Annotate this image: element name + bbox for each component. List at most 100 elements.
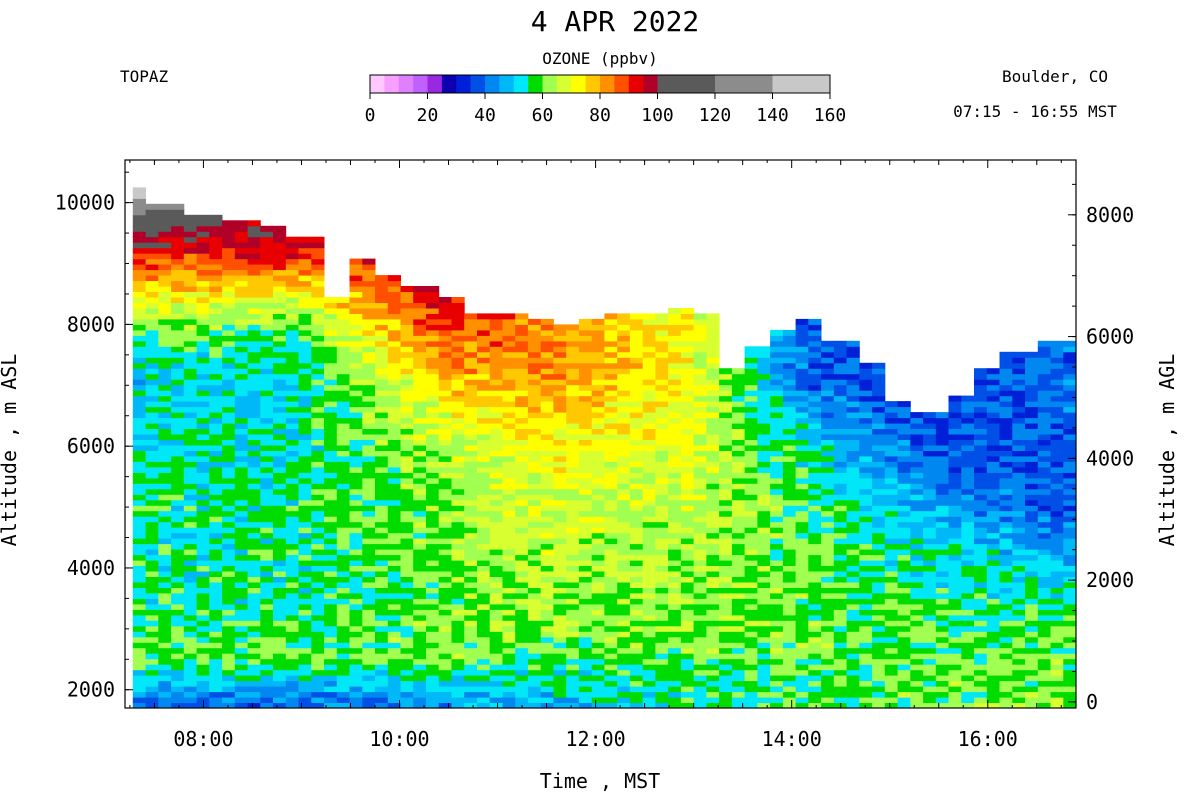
heatmap-cell bbox=[515, 538, 529, 545]
heatmap-cell bbox=[961, 587, 975, 594]
heatmap-cell bbox=[744, 686, 758, 693]
heatmap-cell bbox=[655, 428, 669, 435]
heatmap-cell bbox=[222, 340, 236, 347]
heatmap-cell bbox=[183, 554, 197, 561]
heatmap-cell bbox=[477, 527, 491, 534]
heatmap-cell bbox=[196, 625, 210, 632]
heatmap-cell bbox=[196, 379, 210, 386]
heatmap-cell bbox=[260, 253, 274, 260]
heatmap-cell bbox=[553, 472, 567, 479]
heatmap-cell bbox=[222, 598, 236, 605]
heatmap-cell bbox=[872, 527, 886, 534]
heatmap-cell bbox=[923, 423, 937, 429]
heatmap-cell bbox=[285, 335, 299, 342]
heatmap-cell bbox=[706, 510, 720, 517]
heatmap-cell bbox=[948, 483, 962, 490]
heatmap-cell bbox=[795, 483, 809, 490]
heatmap-cell bbox=[426, 472, 440, 479]
heatmap-cell bbox=[158, 527, 172, 534]
heatmap-cell bbox=[158, 390, 172, 397]
heatmap-cell bbox=[400, 340, 414, 347]
heatmap-cell bbox=[642, 472, 656, 479]
heatmap-cell bbox=[642, 582, 656, 588]
heatmap-cell bbox=[604, 412, 618, 419]
heatmap-cell bbox=[846, 406, 860, 413]
heatmap-cell bbox=[477, 691, 491, 698]
heatmap-cell bbox=[642, 373, 656, 380]
heatmap-cell bbox=[132, 286, 146, 292]
heatmap-cell bbox=[222, 368, 236, 375]
heatmap-cell bbox=[884, 592, 898, 599]
heatmap-cell bbox=[222, 445, 236, 451]
heatmap-cell bbox=[158, 669, 172, 676]
heatmap-cell bbox=[132, 335, 146, 342]
heatmap-cell bbox=[298, 625, 312, 632]
heatmap-cell bbox=[171, 549, 185, 556]
heatmap-cell bbox=[629, 461, 644, 468]
heatmap-cell bbox=[706, 598, 720, 605]
heatmap-cell bbox=[362, 466, 376, 473]
heatmap-cell bbox=[591, 603, 605, 610]
heatmap-cell bbox=[668, 417, 682, 424]
heatmap-cell bbox=[132, 680, 146, 687]
heatmap-cell bbox=[285, 510, 299, 517]
heatmap-cell bbox=[273, 236, 287, 243]
heatmap-cell bbox=[400, 658, 414, 665]
heatmap-cell bbox=[158, 335, 172, 342]
heatmap-cell bbox=[145, 428, 159, 435]
heatmap-cell bbox=[234, 297, 248, 303]
heatmap-cell bbox=[910, 417, 924, 424]
heatmap-cell bbox=[234, 702, 248, 709]
heatmap-cell bbox=[757, 521, 771, 528]
heatmap-cell bbox=[540, 620, 554, 627]
heatmap-cell bbox=[859, 445, 873, 451]
heatmap-cell bbox=[833, 351, 847, 358]
heatmap-cell bbox=[464, 625, 478, 632]
heatmap-cell bbox=[680, 571, 695, 577]
heatmap-cell bbox=[311, 335, 325, 342]
heatmap-cell bbox=[591, 346, 605, 353]
heatmap-cell bbox=[260, 434, 274, 440]
heatmap-cell bbox=[158, 477, 172, 484]
heatmap-cell bbox=[145, 351, 159, 358]
heatmap-cell bbox=[515, 691, 529, 698]
heatmap-cell bbox=[680, 592, 695, 599]
heatmap-cell bbox=[171, 592, 185, 599]
heatmap-cell bbox=[209, 587, 223, 594]
heatmap-cell bbox=[349, 483, 363, 490]
heatmap-cell bbox=[553, 412, 567, 419]
heatmap-cell bbox=[426, 510, 440, 517]
heatmap-cell bbox=[897, 576, 911, 583]
heatmap-cell bbox=[477, 669, 491, 676]
heatmap-cell bbox=[132, 192, 146, 199]
heatmap-cell bbox=[808, 609, 822, 616]
heatmap-cell bbox=[935, 664, 949, 671]
heatmap-cell bbox=[935, 505, 949, 512]
heatmap-cell bbox=[222, 450, 236, 457]
colorbar-tick-label: 120 bbox=[699, 105, 732, 126]
heatmap-cell bbox=[629, 434, 644, 440]
heatmap-cell bbox=[923, 560, 937, 566]
heatmap-cell bbox=[566, 373, 580, 380]
heatmap-cell bbox=[629, 521, 644, 528]
heatmap-cell bbox=[693, 494, 707, 501]
heatmap-cell bbox=[821, 543, 835, 550]
heatmap-cell bbox=[884, 510, 898, 517]
heatmap-cell bbox=[477, 647, 491, 654]
heatmap-cell bbox=[770, 527, 784, 534]
heatmap-cell bbox=[808, 521, 822, 528]
heatmap-cell bbox=[171, 428, 185, 435]
heatmap-cell bbox=[336, 532, 350, 539]
heatmap-cell bbox=[502, 335, 516, 342]
heatmap-cell bbox=[209, 291, 223, 298]
heatmap-cell bbox=[183, 384, 197, 391]
heatmap-cell bbox=[209, 428, 223, 435]
heatmap-cell bbox=[464, 642, 478, 649]
heatmap-cell bbox=[464, 450, 478, 457]
heatmap-cell bbox=[132, 329, 146, 336]
heatmap-cell bbox=[961, 406, 975, 413]
heatmap-cell bbox=[642, 538, 656, 545]
heatmap-cell bbox=[897, 642, 911, 649]
heatmap-cell bbox=[183, 576, 197, 583]
heatmap-cell bbox=[910, 450, 924, 457]
